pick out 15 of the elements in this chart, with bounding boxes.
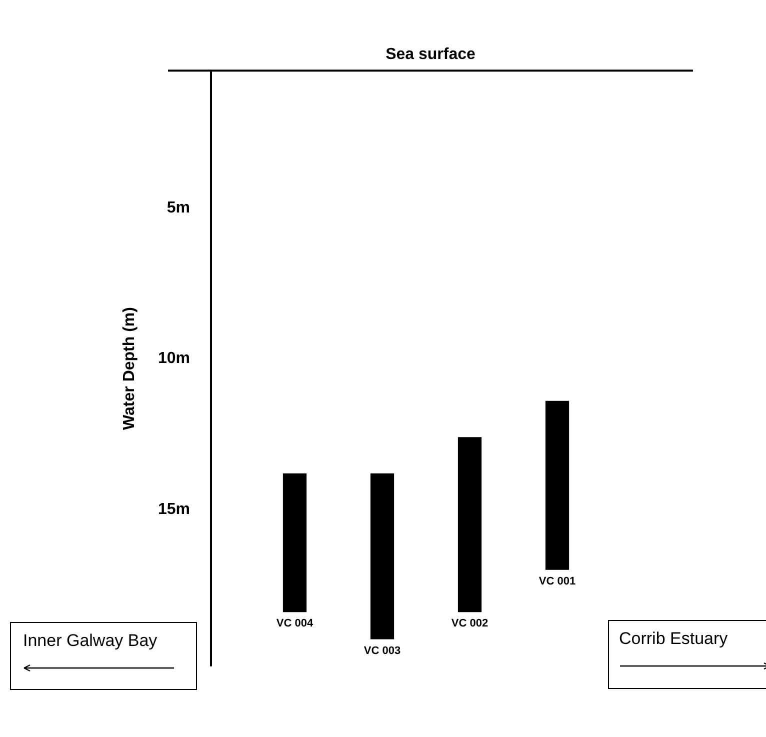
x-tick-label: VC 003 [364,644,401,657]
bar [282,473,307,612]
label-box: Inner Galway Bay [10,622,197,690]
x-tick-label: VC 004 [276,618,314,630]
label-box: Corrib Estuary [608,620,766,689]
bar [370,473,394,640]
x-tick-label: VC 002 [451,618,488,630]
ref-line-label: Sea surface [386,46,476,64]
x-tick-label: VC 001 [538,575,576,588]
y-tick-label: 10m [158,350,190,368]
y-tick-label: 5m [166,199,190,216]
bar [545,400,570,570]
bar [458,437,482,612]
y-axis-title: Water Depth (m) [121,307,138,430]
y-tick-label: 15m [158,500,190,518]
